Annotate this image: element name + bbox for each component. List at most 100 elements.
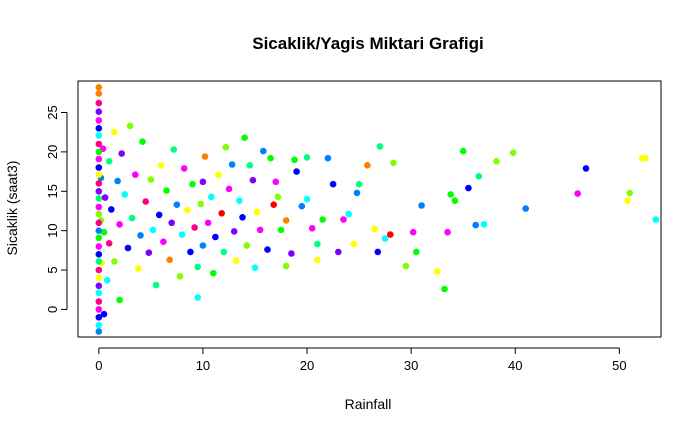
data-point (170, 146, 178, 153)
data-point (319, 216, 327, 223)
data-point (147, 176, 155, 183)
data-point (350, 240, 358, 248)
data-point (95, 266, 103, 274)
x-tick-label: 0 (95, 358, 102, 373)
data-point (433, 268, 441, 275)
data-point (364, 162, 371, 169)
data-point (194, 294, 201, 301)
data-point (241, 134, 248, 141)
x-axis: 0 10 20 30 40 50 (95, 347, 627, 373)
data-point (574, 190, 581, 197)
data-point (160, 238, 167, 245)
data-point (475, 173, 483, 180)
data-point (282, 217, 290, 224)
data-point (111, 128, 118, 136)
y-tick-label: 0 (45, 306, 60, 313)
data-point (95, 328, 103, 335)
data-point (335, 248, 342, 256)
data-point (149, 226, 157, 234)
data-point (137, 232, 144, 239)
data-point (95, 164, 103, 171)
data-point (340, 216, 347, 223)
data-point (215, 171, 222, 178)
y-tick-label: 10 (45, 223, 60, 237)
x-axis-label: Rainfall (345, 396, 392, 412)
data-point (324, 154, 332, 162)
chart-title: Sicaklik/Yagis Miktari Grafigi (252, 34, 484, 53)
data-point (201, 153, 209, 160)
data-point (249, 176, 257, 184)
data-point (116, 296, 123, 304)
data-point (282, 262, 290, 270)
data-point (218, 210, 225, 217)
data-point (95, 274, 103, 282)
data-point (126, 122, 134, 130)
data-point (277, 226, 285, 234)
data-point (270, 201, 278, 208)
data-point (222, 143, 230, 151)
data-point (95, 314, 103, 321)
data-point (152, 281, 160, 289)
data-point (260, 147, 267, 155)
data-point (191, 224, 198, 231)
data-point (256, 226, 264, 234)
data-point (444, 228, 451, 236)
data-point (166, 256, 173, 264)
data-point (114, 177, 121, 185)
data-point (303, 154, 311, 161)
data-point (199, 178, 207, 186)
data-point (376, 143, 384, 150)
data-point (480, 221, 488, 228)
data-point (95, 171, 103, 178)
data-point (472, 221, 480, 229)
data-point (178, 231, 186, 238)
plot-area-frame (77, 80, 662, 338)
data-point (303, 195, 311, 203)
data-point (522, 205, 529, 212)
data-point (95, 117, 103, 124)
data-point (95, 306, 103, 313)
data-point (95, 298, 103, 305)
data-point (105, 240, 113, 247)
data-point (176, 273, 184, 280)
data-point (274, 193, 282, 201)
data-point (103, 277, 111, 284)
data-point (459, 147, 467, 155)
data-point (314, 240, 321, 248)
data-point (267, 154, 274, 162)
data-point (100, 310, 108, 318)
data-point (387, 231, 394, 238)
data-point (293, 168, 300, 175)
data-point (180, 165, 188, 172)
data-point (189, 180, 196, 188)
data-point (95, 234, 103, 242)
data-point (353, 189, 361, 197)
data-point (95, 148, 103, 156)
data-point (95, 258, 103, 265)
data-point (246, 162, 254, 169)
x-tick-label: 30 (404, 358, 418, 373)
data-point (329, 180, 337, 188)
data-point (451, 197, 459, 204)
data-point (128, 214, 136, 222)
data-point (95, 251, 103, 258)
data-point (236, 197, 243, 204)
data-point (208, 193, 215, 201)
x-tick-label: 10 (196, 358, 210, 373)
data-point (95, 321, 103, 329)
data-point (413, 248, 420, 256)
data-point (187, 248, 194, 256)
data-point (243, 242, 250, 249)
data-point (374, 248, 382, 256)
data-point (212, 233, 219, 241)
data-point (355, 180, 363, 188)
data-point (95, 180, 103, 187)
data-point (95, 219, 103, 227)
data-point (345, 210, 353, 218)
data-point (264, 246, 271, 253)
data-point (447, 191, 455, 198)
data-point (101, 194, 109, 201)
data-point (626, 189, 634, 197)
data-point (95, 227, 103, 234)
data-point (639, 154, 646, 162)
